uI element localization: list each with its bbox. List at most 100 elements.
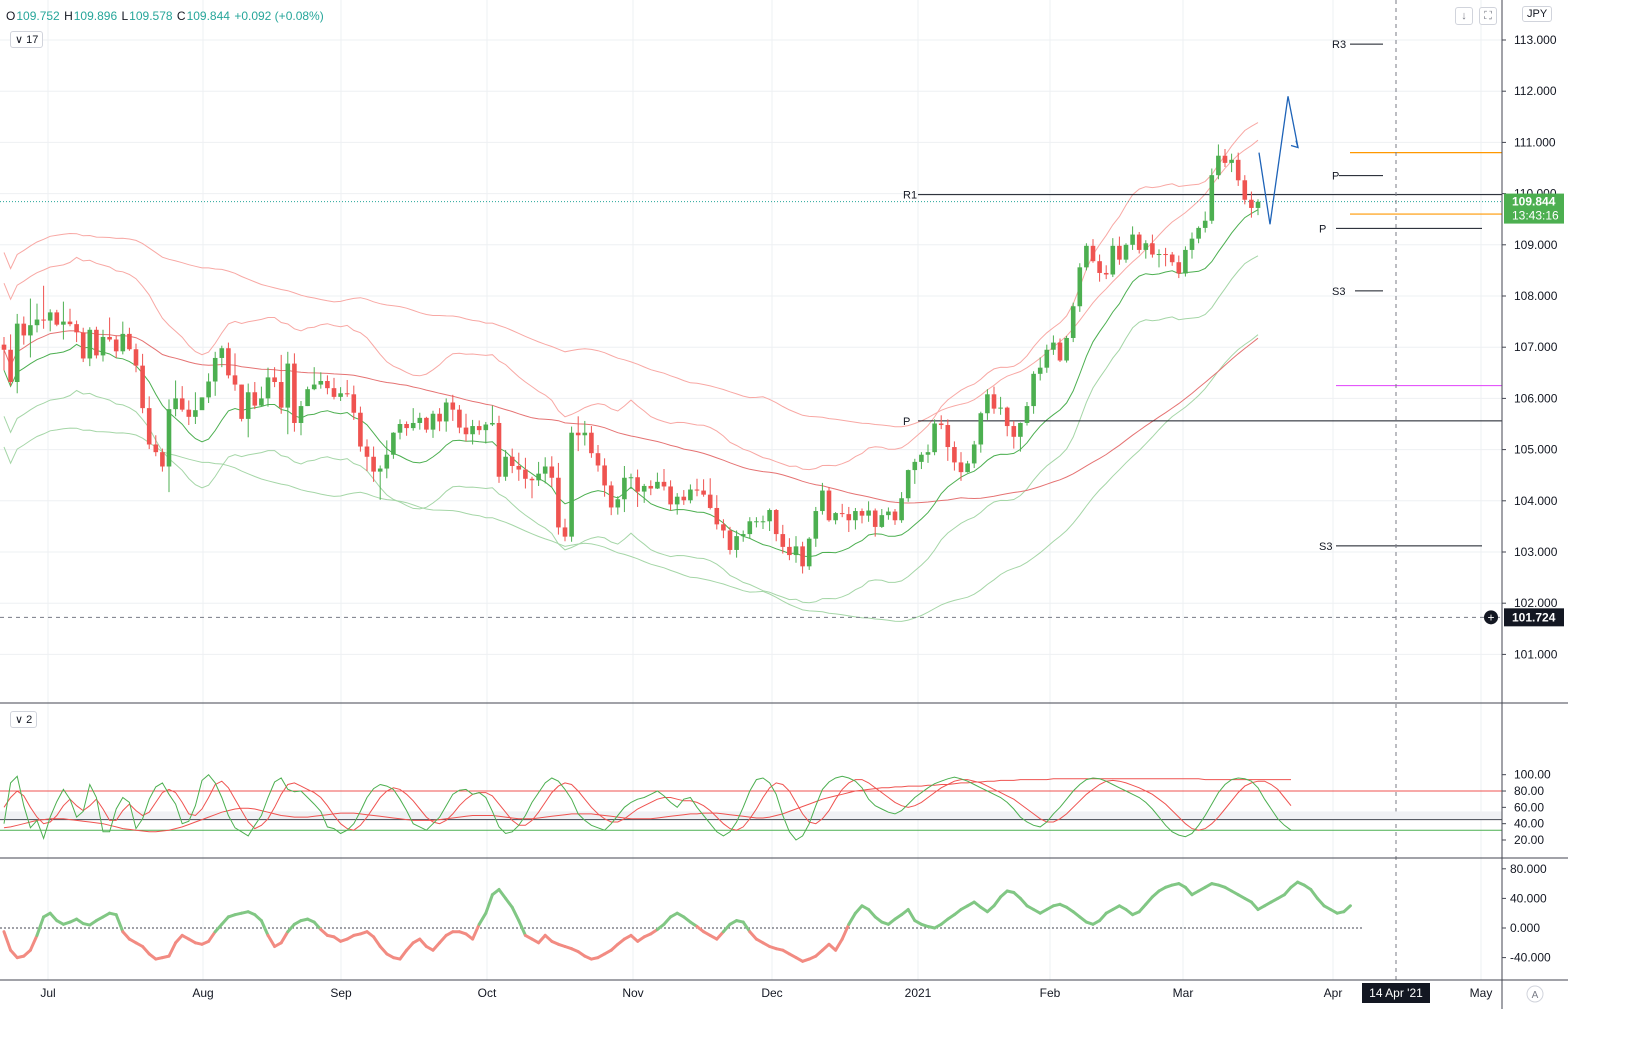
candle-body [1044, 349, 1050, 368]
candle-body [549, 466, 555, 478]
candle-body [958, 462, 964, 473]
candle-body [787, 546, 792, 556]
stoch-indicators-toggle[interactable]: ∨ 2 [10, 711, 38, 728]
candle-body [490, 422, 495, 425]
candle-body [47, 312, 53, 321]
candle-body [391, 432, 396, 455]
osc-segment [748, 930, 758, 941]
candle-body [1176, 262, 1182, 274]
collapse-icon: ∨ [15, 34, 24, 46]
candle-body [655, 481, 660, 489]
candle-body [674, 496, 680, 505]
candle-body [311, 384, 317, 390]
osc-segment [28, 933, 39, 952]
candle-body [470, 426, 475, 435]
candle-body [463, 427, 469, 435]
candle-body [1110, 245, 1116, 275]
candle-body [945, 425, 951, 448]
candle-body [344, 393, 350, 395]
candle-body [483, 424, 489, 431]
fullscreen-icon[interactable]: ⛶ [1479, 7, 1497, 25]
candle-body [589, 432, 594, 454]
candle-body [523, 469, 528, 479]
candle-body [661, 481, 667, 487]
osc-segment [48, 911, 59, 923]
main-indicators-toggle[interactable]: ∨ 17 [10, 31, 44, 48]
candle-body [866, 510, 871, 516]
candle-body [100, 336, 106, 356]
currency-badge[interactable]: JPY [1522, 6, 1553, 22]
candle-body [384, 454, 390, 469]
pivot-label-p: P [903, 416, 910, 428]
candle-body [622, 477, 627, 500]
candle-body [714, 507, 720, 525]
time-axis-label: Sep [330, 986, 352, 1000]
osc-segment [840, 922, 851, 941]
osc-segment [1137, 902, 1148, 914]
price-axis-label: 103.000 [1514, 545, 1558, 559]
osc-segment [1282, 885, 1293, 897]
candle-body [338, 393, 343, 397]
candle-body [1051, 342, 1056, 350]
osc-segment [537, 933, 547, 945]
crosshair-price-bg [1504, 608, 1564, 627]
pivot-label-s3: S3 [1319, 541, 1332, 553]
candle-body [417, 417, 423, 423]
candle-body [1202, 220, 1208, 228]
candle-body [1183, 249, 1188, 274]
candle-body [1136, 234, 1142, 250]
candle-body [364, 446, 370, 457]
candle-body [259, 398, 264, 406]
osc-segment [266, 933, 277, 948]
candle-body [1156, 254, 1162, 256]
osc-segment [121, 930, 131, 941]
osc-segment [220, 915, 230, 926]
candle-body [800, 546, 805, 567]
collapse-icon: ∨ [15, 714, 24, 726]
stoch-axis-label: 40.00 [1514, 817, 1544, 831]
osc-segment [715, 930, 725, 941]
candle-body [146, 408, 152, 445]
chart-canvas[interactable]: R3 R1 P P S3 P S3 20.00 40.00 60.00 80.00 100.00 -4… [0, 0, 1568, 1009]
candle-body [820, 490, 825, 512]
time-axis-label: Aug [192, 986, 213, 1000]
candle-body [813, 511, 819, 539]
plus-icon: + [1487, 610, 1494, 624]
stoch-axis-label: 60.00 [1514, 800, 1544, 814]
candle-body [496, 422, 502, 477]
candle-body [721, 524, 726, 531]
candle-body [1057, 342, 1063, 361]
candle-body [14, 323, 20, 383]
candle-body [186, 409, 192, 417]
osc-segment [438, 933, 448, 945]
candle-body [120, 333, 126, 352]
candle-body [226, 348, 231, 376]
osc-axis-label: 80.000 [1510, 862, 1547, 876]
envelope-lower-slow [3, 334, 1259, 622]
candle-body [160, 452, 165, 467]
candle-body [569, 432, 574, 537]
candle-body [681, 496, 687, 501]
candle-body [635, 477, 640, 492]
osc-segment [1183, 885, 1194, 897]
osc-axis-label: -40.000 [1510, 951, 1551, 965]
time-axis-label: Dec [761, 986, 782, 1000]
candle-body [641, 485, 647, 492]
stoch-k-line [3, 773, 1292, 841]
price-axis-label: 107.000 [1514, 340, 1558, 354]
candle-body [780, 534, 786, 547]
osc-segment [1144, 895, 1154, 906]
candle-body [542, 466, 548, 474]
osc-axis-label: 0.000 [1510, 921, 1540, 935]
osc-segment [1309, 888, 1319, 900]
candle-body [1031, 373, 1036, 407]
osc-segment [906, 908, 917, 923]
candle-body [199, 397, 205, 411]
scroll-down-icon[interactable]: ↓ [1455, 7, 1473, 25]
envelope-upper-slow [3, 139, 1259, 428]
candle-body [1222, 155, 1228, 163]
candle-body [1070, 306, 1076, 338]
candle-body [272, 377, 277, 383]
candle-body [457, 409, 462, 428]
candle-body [1084, 245, 1089, 268]
